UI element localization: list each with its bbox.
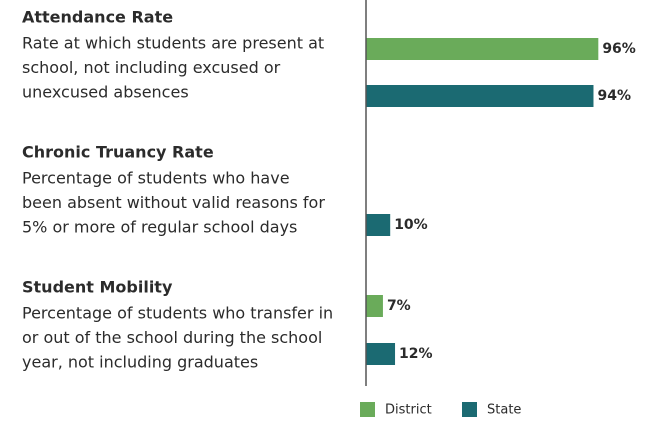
bar <box>366 295 383 317</box>
value-label: 7% <box>387 298 411 314</box>
bar <box>366 38 599 60</box>
category-title: Attendance Rate <box>22 8 173 27</box>
legend-swatch <box>360 402 375 417</box>
bar <box>366 214 391 236</box>
value-label: 96% <box>602 41 636 57</box>
category-description: Percentage of students who have <box>22 169 290 188</box>
category-description: unexcused absences <box>22 83 189 102</box>
category-description: year, not including graduates <box>22 353 258 372</box>
category-title: Student Mobility <box>22 278 173 297</box>
category-title: Chronic Truancy Rate <box>22 143 214 162</box>
bar <box>366 85 594 107</box>
legend-swatch <box>462 402 477 417</box>
legend-label: District <box>385 403 432 418</box>
category-description: or out of the school during the school <box>22 328 322 347</box>
value-label: 94% <box>597 88 631 104</box>
value-label: 10% <box>394 217 428 233</box>
category-description: Rate at which students are present at <box>22 34 324 53</box>
value-label: 12% <box>399 346 433 362</box>
category-description: 5% or more of regular school days <box>22 218 297 237</box>
category-description: Percentage of students who transfer in <box>22 304 333 323</box>
bar <box>366 343 396 365</box>
legend-label: State <box>487 403 521 418</box>
category-description: been absent without valid reasons for <box>22 193 325 212</box>
category-description: school, not including excused or <box>22 58 281 77</box>
